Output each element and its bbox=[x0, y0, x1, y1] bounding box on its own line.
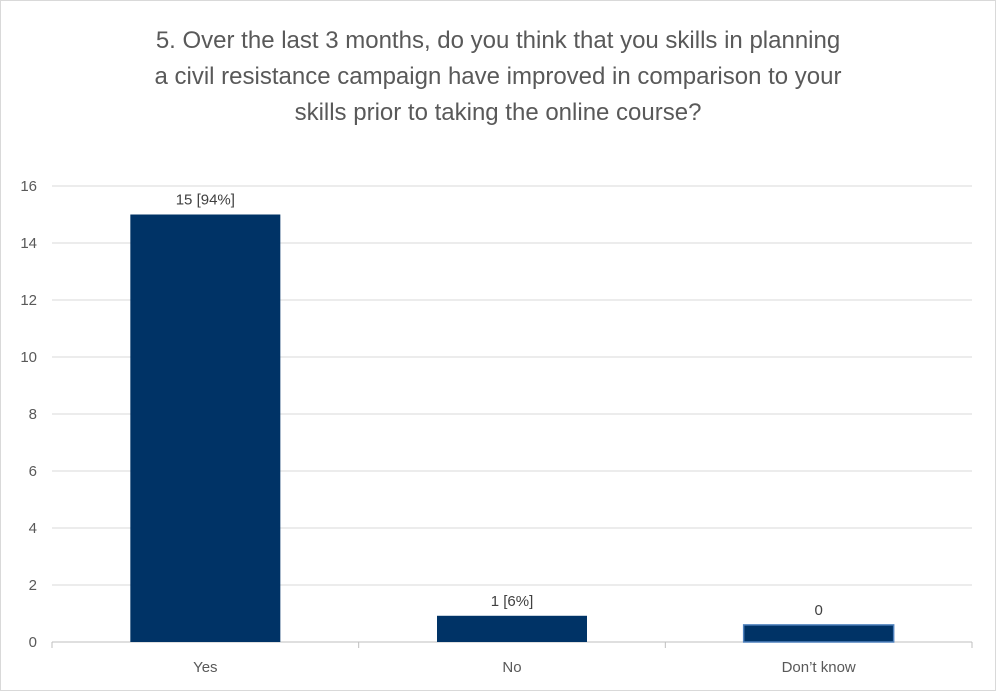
bar bbox=[437, 615, 587, 642]
category-label: Don’t know bbox=[782, 659, 856, 676]
y-tick-label: 14 bbox=[20, 235, 37, 252]
y-tick-label: 8 bbox=[29, 406, 37, 423]
category-label: No bbox=[502, 659, 521, 676]
y-tick-label: 2 bbox=[29, 577, 37, 594]
bar bbox=[742, 624, 895, 643]
y-tick-label: 6 bbox=[29, 463, 37, 480]
y-tick-label: 16 bbox=[20, 178, 37, 195]
data-label: 0 bbox=[814, 602, 822, 619]
y-tick-label: 0 bbox=[29, 634, 37, 651]
y-tick-label: 10 bbox=[20, 349, 37, 366]
category-label: Yes bbox=[193, 659, 217, 676]
bar bbox=[130, 214, 281, 642]
data-label: 1 [6%] bbox=[491, 593, 534, 610]
chart-title: 5. Over the last 3 months, do you think … bbox=[154, 27, 842, 126]
y-tick-label: 4 bbox=[29, 520, 37, 537]
y-tick-label: 12 bbox=[20, 292, 37, 309]
data-label: 15 [94%] bbox=[176, 192, 235, 209]
